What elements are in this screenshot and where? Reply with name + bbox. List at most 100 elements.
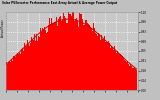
- Bar: [48, 25, 49, 90]
- Bar: [23, 51, 24, 90]
- Bar: [31, 46, 32, 90]
- Bar: [91, 28, 92, 90]
- Bar: [11, 59, 12, 90]
- Bar: [110, 48, 111, 90]
- Bar: [101, 35, 102, 90]
- Bar: [22, 48, 23, 90]
- Bar: [106, 42, 107, 90]
- Bar: [58, 19, 59, 90]
- Bar: [55, 22, 56, 90]
- Bar: [102, 39, 103, 90]
- Bar: [114, 46, 115, 90]
- Bar: [50, 24, 51, 90]
- Bar: [71, 16, 72, 90]
- Bar: [21, 49, 22, 90]
- Bar: [29, 46, 30, 90]
- Bar: [134, 67, 135, 90]
- Bar: [129, 66, 130, 90]
- Bar: [39, 37, 40, 90]
- Bar: [92, 30, 93, 90]
- Bar: [87, 23, 88, 90]
- Bar: [85, 20, 86, 90]
- Bar: [125, 61, 126, 90]
- Bar: [38, 36, 39, 90]
- Bar: [35, 41, 36, 90]
- Bar: [119, 54, 120, 90]
- Bar: [81, 14, 82, 90]
- Bar: [34, 34, 35, 90]
- Bar: [6, 62, 7, 90]
- Bar: [49, 18, 50, 90]
- Bar: [37, 40, 38, 90]
- Bar: [69, 14, 70, 90]
- Bar: [84, 25, 85, 90]
- Bar: [24, 43, 25, 90]
- Bar: [44, 27, 45, 90]
- Bar: [124, 60, 125, 90]
- Bar: [59, 17, 60, 90]
- Bar: [135, 69, 136, 90]
- Bar: [122, 56, 123, 90]
- Bar: [45, 30, 46, 90]
- Bar: [88, 24, 89, 90]
- Bar: [93, 23, 94, 90]
- Bar: [75, 19, 76, 90]
- Text: Actual Power: Actual Power: [1, 19, 5, 37]
- Bar: [116, 53, 117, 90]
- Bar: [66, 23, 67, 90]
- Bar: [17, 53, 18, 90]
- Bar: [78, 27, 79, 90]
- Bar: [90, 28, 91, 90]
- Bar: [105, 42, 106, 90]
- Bar: [56, 17, 57, 90]
- Bar: [99, 34, 100, 90]
- Bar: [113, 50, 114, 90]
- Bar: [128, 64, 129, 90]
- Bar: [111, 46, 112, 90]
- Bar: [123, 56, 124, 90]
- Bar: [32, 40, 33, 90]
- Bar: [77, 21, 78, 90]
- Bar: [96, 34, 97, 90]
- Bar: [104, 36, 105, 90]
- Bar: [54, 22, 55, 90]
- Bar: [82, 19, 83, 90]
- Bar: [132, 68, 133, 90]
- Bar: [16, 55, 17, 90]
- Bar: [41, 32, 42, 90]
- Bar: [70, 14, 71, 90]
- Bar: [83, 25, 84, 90]
- Bar: [126, 62, 127, 90]
- Bar: [100, 40, 101, 90]
- Bar: [13, 56, 14, 90]
- Bar: [28, 44, 29, 90]
- Bar: [131, 66, 132, 90]
- Bar: [51, 26, 52, 90]
- Bar: [79, 13, 80, 90]
- Bar: [27, 40, 28, 90]
- Bar: [73, 8, 74, 90]
- Bar: [80, 14, 81, 90]
- Bar: [30, 43, 31, 90]
- Bar: [76, 18, 77, 90]
- Bar: [7, 64, 8, 90]
- Bar: [67, 23, 68, 90]
- Bar: [121, 55, 122, 90]
- Text: Solar PV/Inverter Performance East Array Actual & Average Power Output: Solar PV/Inverter Performance East Array…: [2, 1, 117, 5]
- Bar: [94, 28, 95, 90]
- Bar: [74, 21, 75, 90]
- Bar: [9, 61, 10, 90]
- Bar: [52, 23, 53, 90]
- Bar: [95, 33, 96, 90]
- Bar: [115, 51, 116, 90]
- Bar: [120, 54, 121, 90]
- Bar: [36, 34, 37, 90]
- Bar: [112, 49, 113, 90]
- Bar: [42, 28, 43, 90]
- Bar: [18, 54, 19, 90]
- Bar: [133, 68, 134, 90]
- Bar: [10, 62, 11, 90]
- Bar: [118, 53, 119, 90]
- Bar: [33, 40, 34, 90]
- Bar: [53, 23, 54, 90]
